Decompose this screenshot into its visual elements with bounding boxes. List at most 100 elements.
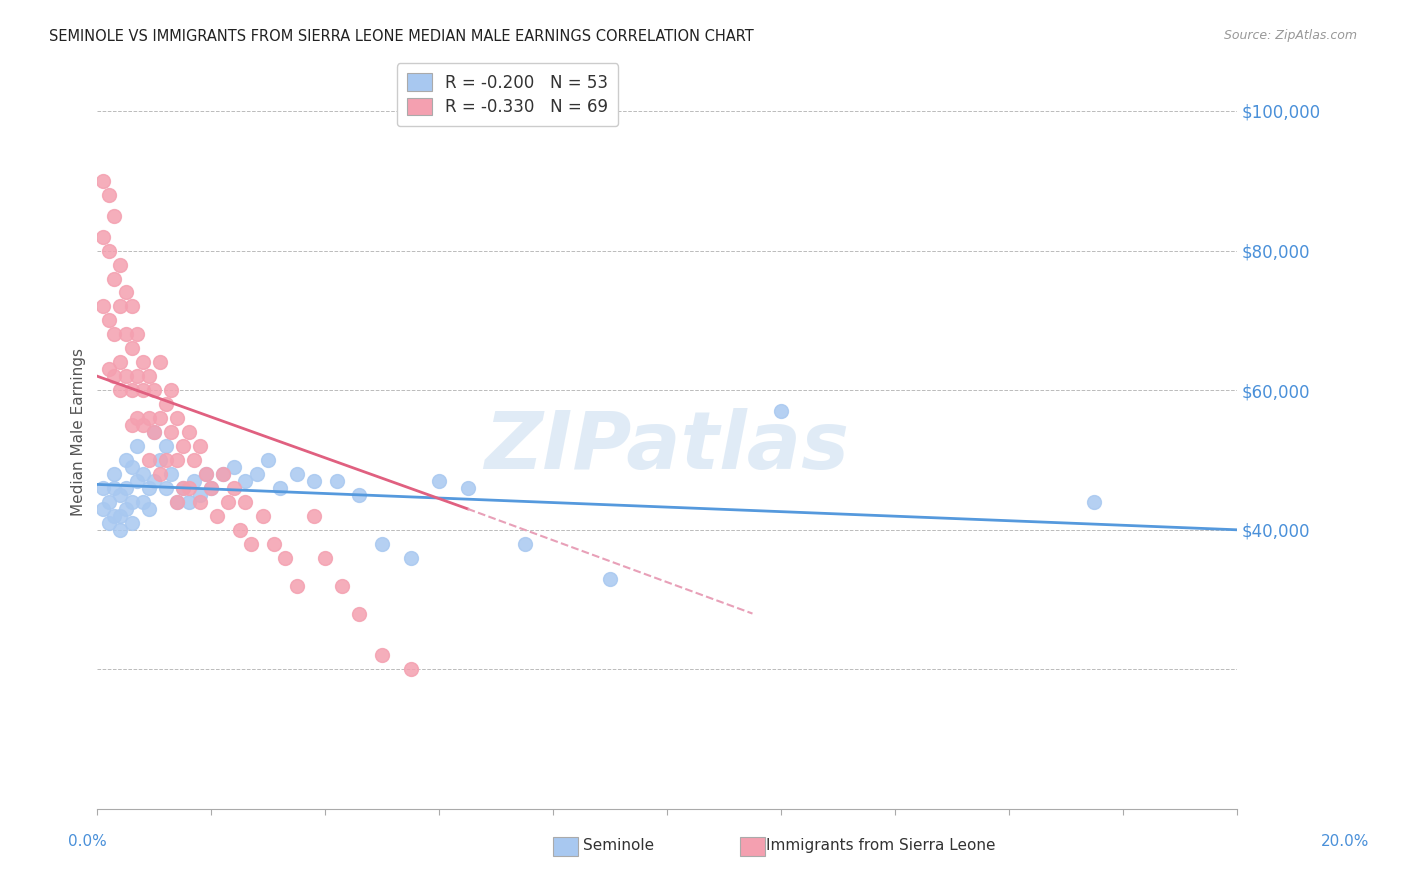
Point xyxy=(108,258,131,272)
Point xyxy=(314,550,336,565)
Point xyxy=(103,481,125,495)
Point xyxy=(172,439,194,453)
Point xyxy=(188,488,211,502)
Point xyxy=(114,285,136,300)
Point xyxy=(143,425,166,439)
Point xyxy=(132,355,155,369)
Point xyxy=(513,537,536,551)
Point xyxy=(127,327,149,342)
Point xyxy=(143,474,166,488)
Point xyxy=(97,313,120,327)
Point xyxy=(155,397,177,411)
Point xyxy=(252,508,274,523)
Y-axis label: Median Male Earnings: Median Male Earnings xyxy=(72,348,86,516)
Point xyxy=(155,439,177,453)
Point xyxy=(91,174,114,188)
Point xyxy=(217,495,239,509)
Point xyxy=(302,508,325,523)
Point xyxy=(160,383,183,397)
Point xyxy=(200,481,222,495)
Point xyxy=(138,411,160,425)
Point xyxy=(108,300,131,314)
Point xyxy=(132,383,155,397)
Point xyxy=(127,411,149,425)
Point xyxy=(121,460,143,475)
Point xyxy=(97,187,120,202)
Point xyxy=(166,495,188,509)
Point xyxy=(103,271,125,285)
Point xyxy=(91,229,114,244)
Point xyxy=(285,467,308,481)
Point xyxy=(103,369,125,384)
Point xyxy=(371,537,394,551)
Point xyxy=(97,495,120,509)
Text: 20.0%: 20.0% xyxy=(1322,834,1369,848)
Point xyxy=(1083,495,1105,509)
Point xyxy=(138,481,160,495)
Point xyxy=(114,501,136,516)
Point xyxy=(132,467,155,481)
Point xyxy=(211,467,233,481)
Point xyxy=(599,572,621,586)
Point xyxy=(108,383,131,397)
Point xyxy=(103,327,125,342)
Point xyxy=(257,453,280,467)
Text: SEMINOLE VS IMMIGRANTS FROM SIERRA LEONE MEDIAN MALE EARNINGS CORRELATION CHART: SEMINOLE VS IMMIGRANTS FROM SIERRA LEONE… xyxy=(49,29,754,44)
Point xyxy=(108,523,131,537)
Point xyxy=(121,495,143,509)
Point xyxy=(177,495,200,509)
Point xyxy=(114,453,136,467)
Point xyxy=(149,467,172,481)
Point xyxy=(121,383,143,397)
Point xyxy=(399,662,422,676)
Point xyxy=(211,467,233,481)
Point xyxy=(103,508,125,523)
Point xyxy=(177,425,200,439)
Point xyxy=(172,481,194,495)
Point xyxy=(371,648,394,663)
Point xyxy=(91,501,114,516)
Point xyxy=(91,300,114,314)
Point xyxy=(103,209,125,223)
Point xyxy=(188,439,211,453)
Point xyxy=(194,467,217,481)
Point xyxy=(121,516,143,530)
Point xyxy=(138,501,160,516)
Point xyxy=(188,495,211,509)
Point xyxy=(97,244,120,258)
Point xyxy=(108,355,131,369)
Point xyxy=(166,411,188,425)
Point xyxy=(183,453,205,467)
Point xyxy=(155,481,177,495)
Point xyxy=(177,481,200,495)
Point xyxy=(149,411,172,425)
Point xyxy=(222,460,245,475)
Point xyxy=(103,467,125,481)
Point xyxy=(263,537,285,551)
Point xyxy=(97,362,120,376)
Point xyxy=(166,453,188,467)
Point xyxy=(121,300,143,314)
Point xyxy=(325,474,347,488)
Point xyxy=(121,418,143,433)
Point xyxy=(246,467,269,481)
Legend: R = -0.200   N = 53, R = -0.330   N = 69: R = -0.200 N = 53, R = -0.330 N = 69 xyxy=(396,63,619,127)
Point xyxy=(427,474,450,488)
Point xyxy=(269,481,291,495)
Point xyxy=(138,369,160,384)
Point xyxy=(114,481,136,495)
Point xyxy=(302,474,325,488)
Point xyxy=(127,474,149,488)
Point xyxy=(222,481,245,495)
Point xyxy=(160,467,183,481)
Point xyxy=(155,453,177,467)
Point xyxy=(349,488,371,502)
Point xyxy=(330,579,353,593)
Point xyxy=(457,481,479,495)
Point xyxy=(200,481,222,495)
Text: ZIPatlas: ZIPatlas xyxy=(485,409,849,486)
Point xyxy=(108,508,131,523)
Point xyxy=(127,369,149,384)
Point xyxy=(183,474,205,488)
Point xyxy=(769,404,792,418)
